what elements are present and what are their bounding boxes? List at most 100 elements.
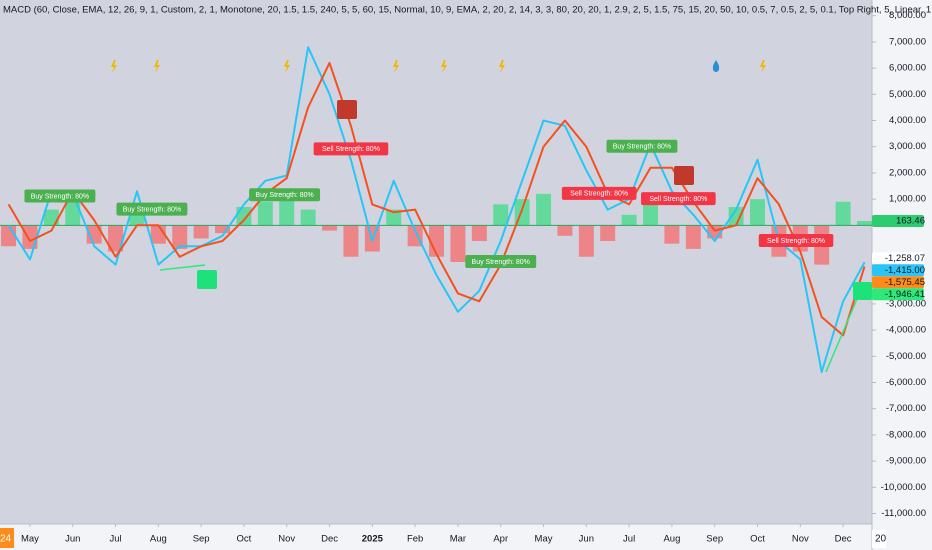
price-label: -1,258.07	[885, 253, 925, 264]
plot-layer: Buy Strength: 80% Buy Strength: 80% Buy St…	[0, 46, 872, 373]
x-tick-label: Aug	[150, 534, 167, 545]
cursor-label-box	[872, 530, 886, 548]
annotation-box	[116, 202, 188, 216]
y-tick-label: 1,000.00	[889, 194, 926, 205]
annotation-label: Buy Strength: 80%	[255, 192, 313, 199]
annotation-box	[465, 255, 537, 268]
x-tick-label: Feb	[407, 534, 423, 545]
annotation-box	[641, 192, 716, 206]
x-tick-label: May	[535, 534, 553, 545]
plot-background	[0, 0, 872, 524]
y-tick-label: 3,000.00	[889, 141, 926, 152]
y-tick-label: -9,000.00	[886, 456, 926, 467]
divergence-line	[159, 264, 206, 271]
x-tick-label: Jun	[65, 534, 80, 545]
histogram-bar	[557, 225, 573, 236]
bull-marker	[197, 270, 217, 289]
x-tick-label: Sep	[706, 534, 723, 545]
y-tick-label: -10,000.00	[881, 482, 926, 493]
price-label-box	[872, 252, 924, 265]
histogram-bar	[857, 221, 872, 226]
x-tick-label: Dec	[835, 534, 852, 545]
histogram-bar	[664, 225, 680, 244]
x-tick-label: 2025	[362, 534, 384, 545]
y-tick-label: 2,000.00	[889, 167, 926, 178]
y-tick-label: -7,000.00	[886, 403, 926, 414]
histogram-bar	[108, 225, 124, 252]
x-tick-label: Nov	[278, 534, 295, 545]
y-tick-label: 4,000.00	[889, 115, 926, 126]
x-tick-label: Nov	[792, 534, 809, 545]
bolt-icon	[111, 60, 117, 73]
histogram-bar	[643, 201, 659, 226]
cursor-label-box	[0, 528, 14, 548]
x-tick-label: Oct	[750, 534, 765, 545]
annotation-label: Sell Strength: 80%	[570, 191, 628, 198]
price-label: -1,575.45	[885, 277, 925, 288]
histogram-bar	[450, 225, 466, 262]
x-tick-label: Jun	[579, 534, 594, 545]
y-tick-label: 8,000.00	[889, 10, 926, 21]
annotation-label: Sell Strength: 80%	[649, 196, 707, 203]
x-tick-label: Oct	[237, 534, 252, 545]
price-label: -1,946.41	[885, 289, 925, 300]
y-tick-label: -6,000.00	[886, 377, 926, 388]
series-line	[7, 61, 866, 337]
y-tick-label: 7,000.00	[889, 36, 926, 47]
annotation-label: Sell Strength: 80%	[322, 146, 380, 153]
cursor-label: 20	[875, 534, 887, 545]
histogram-bar	[536, 193, 552, 226]
histogram-bar	[343, 225, 359, 257]
histogram-bar	[835, 201, 851, 226]
histogram-bar	[65, 201, 81, 226]
histogram-bar	[685, 225, 701, 249]
histogram-bar	[43, 209, 59, 226]
bolt-icon	[499, 60, 505, 73]
drop-icon	[712, 60, 720, 72]
histogram-bar	[578, 225, 594, 257]
price-label-box	[872, 215, 924, 228]
x-tick-label: Dec	[321, 534, 338, 545]
y-tick-label: -5,000.00	[886, 351, 926, 362]
histogram-bar	[257, 201, 273, 226]
annotation-label: Buy Strength: 80%	[613, 144, 671, 151]
histogram-bar	[407, 225, 423, 247]
annotation-box	[249, 188, 321, 202]
annotation-box	[561, 186, 637, 200]
price-label-box	[872, 264, 924, 277]
annotation-label: Buy Strength: 80%	[123, 206, 181, 213]
y-tick-label: -8,000.00	[886, 429, 926, 440]
bolt-icon	[441, 60, 447, 73]
bolt-icon	[393, 60, 399, 73]
histogram-bar	[471, 225, 487, 242]
price-label-box	[872, 288, 924, 301]
histogram-bar	[600, 225, 616, 242]
price-label: -1,415.00	[885, 265, 925, 276]
histogram-bar	[728, 206, 744, 226]
x-tick-label: Apr	[493, 534, 508, 545]
histogram-bar	[386, 209, 402, 226]
annotation-box	[313, 142, 389, 156]
cursor-label: 24	[0, 534, 12, 545]
x-tick-label: Jul	[109, 534, 121, 545]
x-tick-label: Jul	[623, 534, 635, 545]
divergence-line	[825, 291, 861, 373]
annotation-label: Sell Strength: 80%	[767, 238, 825, 245]
y-tick-label: -11,000.00	[881, 508, 926, 519]
y-tick-label: 5,000.00	[889, 89, 926, 100]
bolt-icon	[760, 60, 766, 73]
x-axis-background	[0, 524, 872, 550]
divergence-markers	[159, 100, 872, 373]
bear-marker	[337, 100, 357, 119]
annotation-label: Buy Strength: 80%	[472, 259, 530, 266]
price-label: 163.46	[896, 216, 925, 227]
bear-marker	[674, 166, 694, 185]
histogram-bar	[750, 199, 766, 226]
annotation-box	[758, 234, 834, 248]
bolt-icon	[154, 60, 160, 73]
histogram-bar	[621, 214, 637, 226]
histogram-bar	[215, 225, 231, 234]
histogram-bar	[429, 225, 445, 257]
